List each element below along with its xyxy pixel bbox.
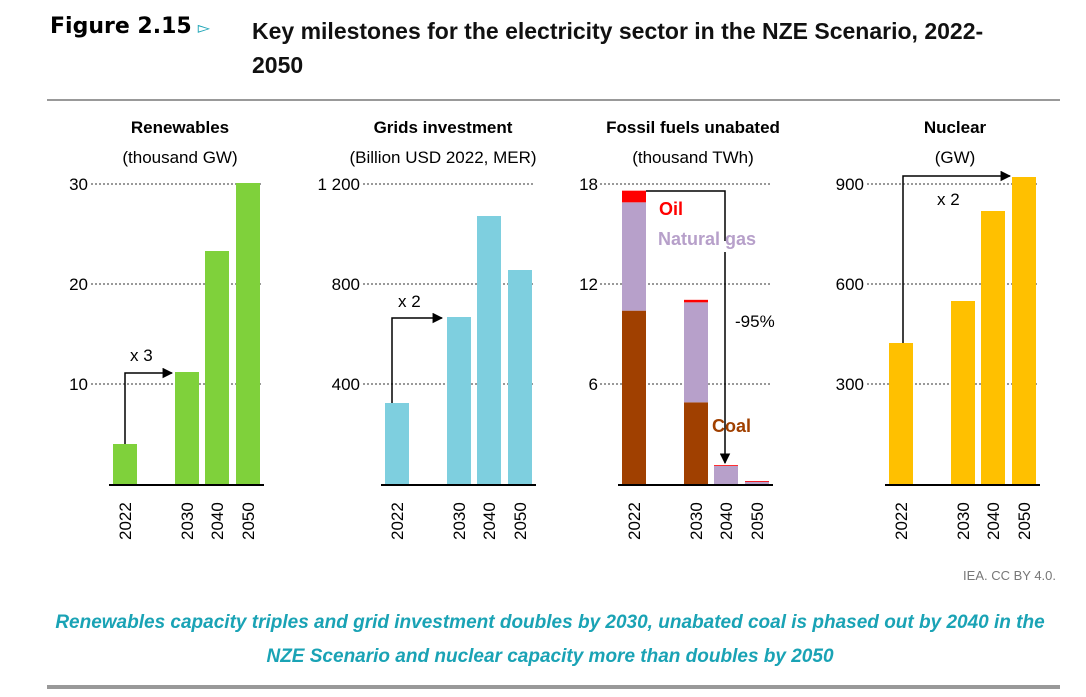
grids-annotation: x 2	[391, 292, 444, 403]
y-tick-label: 400	[332, 375, 360, 394]
nuclear-arrow	[902, 170, 1012, 343]
renewables-arrow	[124, 367, 174, 444]
y-tick-label: 12	[579, 275, 598, 294]
x-tick-label: 2050	[511, 502, 530, 540]
y-tick-label: 10	[69, 375, 88, 394]
bar-coal-2030	[684, 402, 708, 484]
fossil-annotation: Oil Natural gas -95% Coal	[646, 190, 775, 465]
y-tick-label: 600	[836, 275, 864, 294]
bar-2030	[447, 317, 471, 484]
top-divider	[47, 99, 1060, 101]
panel-nuclear: Nuclear (GW) 300 600 900 2022 2030 2040 2050	[836, 118, 1040, 540]
bar-2050	[508, 270, 532, 484]
panel-unit: (thousand GW)	[122, 148, 237, 167]
figure-number: Figure 2.15	[50, 14, 192, 39]
x-tick-label: 2022	[388, 502, 407, 540]
y-tick-label: 20	[69, 275, 88, 294]
renewables-multiplier-label: x 3	[130, 346, 153, 365]
bar-oil-2050	[745, 481, 769, 482]
bar-natural-gas-2022	[622, 202, 646, 311]
panel-fossil-fuels-unabated: Fossil fuels unabated (thousand TWh) 6 12 18…	[579, 118, 780, 540]
x-tick-label: 2050	[239, 502, 258, 540]
bar-oil-2022	[622, 190, 646, 203]
nuclear-multiplier-label: x 2	[937, 190, 960, 209]
grids-multiplier-label: x 2	[398, 292, 421, 311]
bottom-divider	[47, 685, 1060, 689]
renewables-annotation: x 3	[124, 346, 174, 444]
legend-coal: Coal	[712, 416, 751, 436]
x-tick-label: 2040	[984, 502, 1003, 540]
y-tick-label: 1 200	[317, 175, 360, 194]
bar-2022	[113, 444, 137, 484]
y-tick-label: 30	[69, 175, 88, 194]
bar-oil-2040	[714, 465, 738, 466]
bar-oil-2030	[684, 299, 708, 303]
bar-2030	[951, 301, 975, 484]
x-tick-label: 2040	[717, 502, 736, 540]
x-tick-label: 2030	[178, 502, 197, 540]
grids-arrow	[391, 312, 444, 403]
panel-title: Grids investment	[374, 118, 513, 137]
x-tick-label: 2040	[480, 502, 499, 540]
source-credit: IEA. CC BY 4.0.	[963, 568, 1056, 583]
panel-title: Fossil fuels unabated	[606, 118, 780, 137]
legend-oil: Oil	[659, 199, 683, 219]
y-tick-label: 300	[836, 375, 864, 394]
panel-grids-investment: Grids investment (Billion USD 2022, MER) 4…	[317, 118, 536, 540]
bar-2040	[205, 251, 229, 484]
x-tick-label: 2030	[687, 502, 706, 540]
y-tick-label: 18	[579, 175, 598, 194]
figure-title: Key milestones for the electricity secto…	[252, 18, 984, 78]
bar-2022	[385, 403, 409, 484]
panel-unit: (thousand TWh)	[632, 148, 754, 167]
bar-2040	[981, 211, 1005, 484]
figure-caption: Renewables capacity triples and grid inv…	[55, 612, 1045, 667]
panel-unit: (GW)	[935, 148, 976, 167]
x-tick-label: 2022	[116, 502, 135, 540]
y-tick-label: 900	[836, 175, 864, 194]
panel-unit: (Billion USD 2022, MER)	[349, 148, 536, 167]
legend-natural-gas: Natural gas	[658, 229, 756, 249]
x-tick-label: 2030	[954, 502, 973, 540]
x-tick-label: 2030	[450, 502, 469, 540]
bar-2050	[236, 183, 260, 484]
panel-title: Renewables	[131, 118, 229, 137]
bar-natural-gas-2030	[684, 302, 708, 403]
nuclear-annotation: x 2	[902, 170, 1012, 343]
x-tick-label: 2050	[748, 502, 767, 540]
bar-2030	[175, 372, 199, 484]
y-tick-label: 6	[589, 375, 598, 394]
fossil-arrow-top	[646, 190, 726, 241]
bar-2040	[477, 216, 501, 484]
figure-label: Figure 2.15 ▻	[50, 14, 210, 39]
y-tick-label: 800	[332, 275, 360, 294]
x-tick-label: 2022	[625, 502, 644, 540]
triangle-marker-icon: ▻	[197, 18, 211, 37]
bar-2050	[1012, 177, 1036, 484]
bar-coal-2022	[622, 310, 646, 484]
bar-natural-gas-2050	[745, 481, 769, 484]
fossil-reduction-label: -95%	[735, 312, 775, 331]
panel-title: Nuclear	[924, 118, 987, 137]
bar-natural-gas-2040	[714, 465, 738, 484]
x-tick-label: 2050	[1015, 502, 1034, 540]
bar-2022	[889, 343, 913, 484]
x-tick-label: 2040	[208, 502, 227, 540]
x-tick-label: 2022	[892, 502, 911, 540]
